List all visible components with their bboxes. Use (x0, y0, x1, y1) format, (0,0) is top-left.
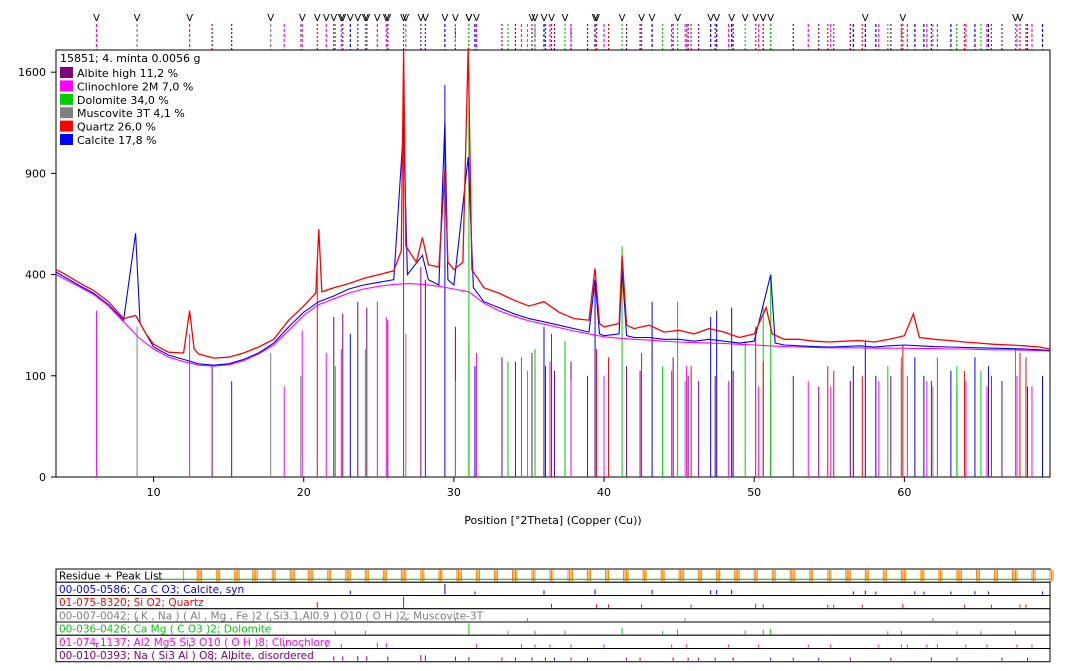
peak-marker-v: V (384, 13, 391, 24)
legend-swatch (60, 120, 73, 132)
pattern-list-label: Residue + Peak List (59, 571, 163, 583)
peak-marker-v: V (374, 13, 381, 24)
peak-marker-v: V (134, 13, 141, 24)
series-line-background (55, 274, 1051, 367)
y-tick-label: 100 (25, 370, 46, 383)
reference-stick-lines (96, 59, 1043, 477)
x-tick-label: 20 (297, 486, 311, 499)
series-line-calculated (55, 121, 1051, 366)
legend-entry: Clinochlore 2M 7,0 % (77, 80, 193, 93)
peak-marker-v: V (638, 13, 645, 24)
peak-marker-v: V (314, 13, 321, 24)
legend-entry: Dolomite 34,0 % (77, 94, 169, 107)
peak-marker-v: V (400, 13, 407, 24)
axes: 10 20 30 40 50 60 0 100 400 900 1600 (18, 66, 911, 499)
pattern-list-row (55, 595, 1051, 610)
legend-entry: Albite high 11,2 % (77, 67, 178, 80)
peak-marker-v: V (742, 13, 749, 24)
x-tick-label: 40 (597, 486, 611, 499)
peak-marker-v: V (186, 13, 193, 24)
y-tick-label: 0 (39, 471, 46, 484)
legend: Albite high 11,2 %Clinochlore 2M 7,0 %Do… (60, 67, 193, 147)
peak-marker-v: V (713, 13, 720, 24)
pattern-list-label: 00-036-0426; Ca Mg ( C O3 )2; Dolomite (59, 624, 271, 636)
peak-marker-v: V (541, 13, 548, 24)
peak-marker-v: V (592, 13, 599, 24)
pattern-list-label: 00-007-0042; ( K , Na ) ( Al , Mg , Fe )… (59, 610, 484, 622)
peak-marker-v: V (299, 13, 306, 24)
peak-marker-v: V (402, 13, 409, 24)
legend-entry: Calcite 17,8 % (77, 134, 157, 147)
peak-marker-v: V (354, 13, 361, 24)
peak-marker-v: V (323, 13, 330, 24)
peak-marker-v: V (417, 13, 424, 24)
peak-marker-v: V (473, 13, 480, 24)
x-axis-label: Position [°2Theta] (Copper (Cu)) (464, 514, 641, 527)
x-tick-label: 50 (747, 486, 761, 499)
legend-swatch (60, 93, 73, 105)
peak-marker-v: V (362, 13, 369, 24)
series-line-observed (55, 47, 1051, 359)
legend-entry: Quartz 26,0 % (77, 121, 156, 134)
peak-marker-v: V (548, 13, 555, 24)
y-tick-label: 400 (25, 269, 46, 282)
peak-marker-v: V (752, 13, 759, 24)
pattern-list-label: 01-075-8320; Si O2; Quartz (59, 597, 204, 609)
legend-swatch (60, 134, 73, 145)
peak-marker-v: V (363, 13, 370, 24)
peak-marker-v: V (593, 13, 600, 24)
peak-marker-v: V (767, 13, 774, 24)
peak-marker-strip: V V V V V VV V V VV V V V V V V VV V V V V V V V V VV V VV V V V V V V VV… (93, 13, 1044, 50)
x-tick-label: 10 (147, 486, 161, 499)
peak-marker-v: V (728, 13, 735, 24)
legend-swatch (60, 107, 73, 119)
peak-marker-v: V (562, 13, 569, 24)
peak-marker-v: V (330, 13, 337, 24)
peak-marker-v: V (529, 13, 536, 24)
peak-marker-v: V (532, 13, 539, 24)
legend-entry: Muscovite 3T 4,1 % (77, 107, 185, 120)
peak-marker-v: V (338, 13, 345, 24)
peak-marker-v: V (465, 13, 472, 24)
y-tick-label: 1600 (18, 66, 46, 79)
sample-label: 15851; 4. minta 0.0056 g (60, 52, 200, 65)
y-tick-label: 900 (25, 167, 46, 180)
legend-swatch (60, 80, 73, 92)
peak-marker-v: V (760, 13, 767, 24)
legend-swatch (60, 67, 73, 78)
peak-marker-v: V (339, 13, 346, 24)
peak-marker-v: V (465, 13, 472, 24)
peak-marker-v: V (93, 13, 100, 24)
peak-marker-v: V (347, 13, 354, 24)
peak-marker-v: V (619, 13, 626, 24)
pattern-series (55, 47, 1051, 367)
peak-marker-v: V (862, 13, 869, 24)
x-tick-label: 30 (447, 486, 461, 499)
peak-marker-v: V (383, 13, 390, 24)
peak-marker-v: V (1017, 13, 1024, 24)
pattern-list-label: 01-074-1137; Al2 Mg5 Si3 O10 ( O H )8; C… (59, 637, 330, 649)
plot-frame (55, 49, 1051, 478)
peak-marker-v: V (649, 13, 656, 24)
peak-marker-v: V (707, 13, 714, 24)
peak-marker-v: V (422, 13, 429, 24)
peak-marker-v: V (899, 13, 906, 24)
x-tick-label: 60 (897, 486, 911, 499)
pattern-list-label: 00-005-0586; Ca C O3; Calcite, syn (59, 584, 244, 596)
peak-marker-v: V (674, 13, 681, 24)
pattern-list-label: 00-010-0393; Na ( Si3 Al ) O8; Albite, d… (59, 650, 314, 662)
pattern-list-row (55, 648, 1051, 663)
peak-marker-v: V (452, 13, 459, 24)
peak-marker-v: V (267, 13, 274, 24)
peak-marker-v: V (1012, 13, 1019, 24)
peak-marker-v: V (441, 13, 448, 24)
